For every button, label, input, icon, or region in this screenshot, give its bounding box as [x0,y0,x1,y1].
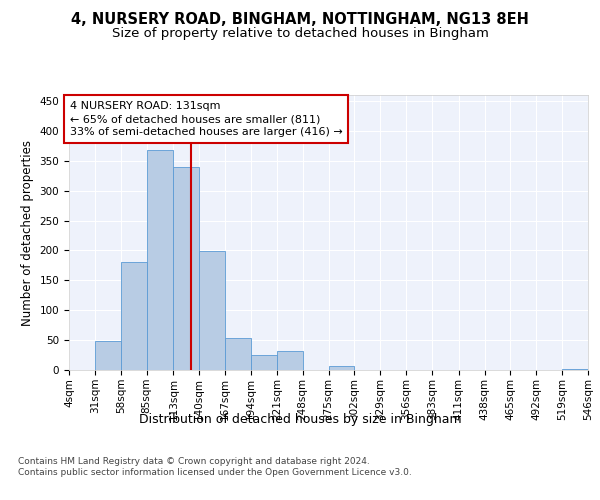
Bar [95,340,121,370]
Bar [199,251,225,370]
Text: 4 NURSERY ROAD: 131sqm
← 65% of detached houses are smaller (811)
33% of semi-de: 4 NURSERY ROAD: 131sqm ← 65% of detached… [70,101,343,138]
Text: Distribution of detached houses by size in Bingham: Distribution of detached houses by size … [139,412,461,426]
Y-axis label: Number of detached properties: Number of detached properties [21,140,34,326]
Text: Size of property relative to detached houses in Bingham: Size of property relative to detached ho… [112,28,488,40]
Bar [225,338,251,370]
Text: Contains HM Land Registry data © Crown copyright and database right 2024.
Contai: Contains HM Land Registry data © Crown c… [18,458,412,477]
Bar [251,355,277,370]
Text: 4, NURSERY ROAD, BINGHAM, NOTTINGHAM, NG13 8EH: 4, NURSERY ROAD, BINGHAM, NOTTINGHAM, NG… [71,12,529,28]
Bar [146,150,173,370]
Bar [121,262,146,370]
Bar [329,366,355,370]
Bar [173,168,199,370]
Bar [277,352,302,370]
